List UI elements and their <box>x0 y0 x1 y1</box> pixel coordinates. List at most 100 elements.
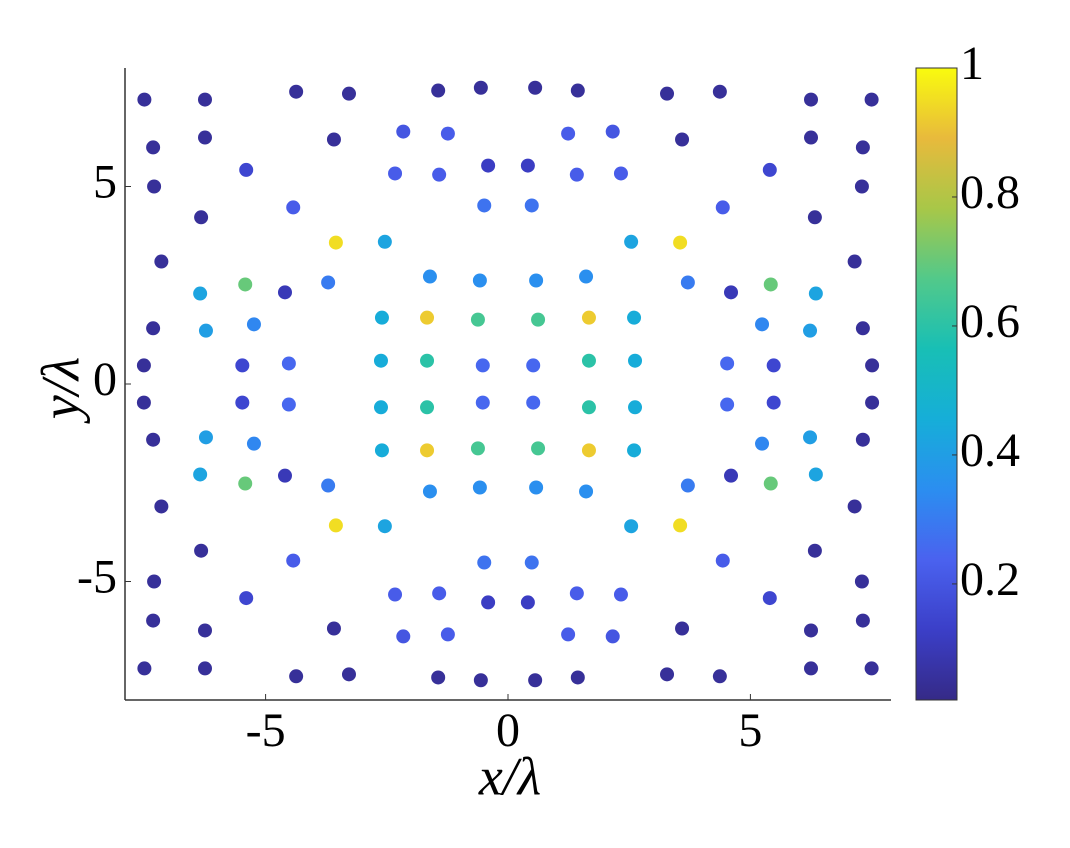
y-tick-label: -5 <box>77 551 117 604</box>
point <box>624 519 639 534</box>
point <box>855 613 870 628</box>
point <box>766 395 781 410</box>
point <box>477 555 492 570</box>
point <box>675 132 690 147</box>
point <box>803 430 818 445</box>
point <box>147 574 162 589</box>
point <box>855 432 870 447</box>
point <box>624 234 639 249</box>
y-axis-label: y/λ <box>30 357 90 424</box>
point <box>246 317 261 332</box>
point <box>472 480 487 495</box>
point <box>473 80 488 95</box>
point <box>477 198 492 213</box>
colorbar <box>915 67 958 701</box>
point <box>475 395 490 410</box>
point <box>561 627 576 642</box>
point <box>239 591 254 606</box>
point <box>570 670 585 685</box>
point <box>673 235 688 250</box>
y-tick-label: 5 <box>93 156 117 209</box>
point <box>321 478 336 493</box>
point <box>579 484 594 499</box>
point <box>193 286 208 301</box>
point <box>470 312 485 327</box>
point <box>197 130 212 145</box>
point <box>605 629 620 644</box>
point <box>146 613 161 628</box>
point <box>762 162 777 177</box>
point <box>804 623 819 638</box>
point <box>526 358 541 373</box>
point <box>472 273 487 288</box>
x-tick-label: 0 <box>496 704 520 757</box>
point <box>377 234 392 249</box>
point <box>864 661 879 676</box>
point <box>847 254 862 269</box>
point <box>864 92 879 107</box>
point <box>720 397 735 412</box>
point <box>763 476 778 491</box>
point <box>432 586 447 601</box>
point <box>388 166 403 181</box>
point <box>755 317 770 332</box>
point <box>440 627 455 642</box>
colorbar-tick-label: 0.8 <box>960 166 1020 219</box>
point <box>422 484 437 499</box>
point <box>146 432 161 447</box>
point <box>136 358 151 373</box>
point <box>807 543 822 558</box>
colorbar-tick-label: 0.6 <box>960 295 1020 348</box>
point <box>328 235 343 250</box>
point <box>531 441 546 456</box>
point <box>529 273 544 288</box>
point <box>627 443 642 458</box>
point <box>766 358 781 373</box>
point <box>581 353 596 368</box>
point <box>286 553 301 568</box>
x-axis-label: x/λ <box>478 746 541 806</box>
point <box>420 353 435 368</box>
point <box>520 595 535 610</box>
point <box>628 353 643 368</box>
point <box>804 130 819 145</box>
point <box>808 286 823 301</box>
point <box>246 436 261 451</box>
point <box>289 84 304 99</box>
point <box>286 200 301 215</box>
point <box>235 358 250 373</box>
point <box>847 499 862 514</box>
point <box>289 669 304 684</box>
point <box>720 356 735 371</box>
point <box>724 468 739 483</box>
y-tick-label: 0 <box>93 353 117 406</box>
point <box>804 92 819 107</box>
point <box>281 397 296 412</box>
point <box>326 132 341 147</box>
point <box>808 467 823 482</box>
point <box>561 126 576 141</box>
point <box>239 162 254 177</box>
point <box>193 467 208 482</box>
colorbar-tick-label: 0.2 <box>960 553 1020 606</box>
point <box>712 669 727 684</box>
point <box>238 476 253 491</box>
point <box>581 310 596 325</box>
point <box>481 158 496 173</box>
point <box>277 468 292 483</box>
point <box>807 210 822 225</box>
point <box>277 285 292 300</box>
point <box>715 200 730 215</box>
point <box>328 518 343 533</box>
point <box>281 356 296 371</box>
point <box>854 179 869 194</box>
point <box>803 323 818 338</box>
point <box>865 395 880 410</box>
point <box>855 321 870 336</box>
point <box>528 80 543 95</box>
point <box>396 629 411 644</box>
point <box>605 124 620 139</box>
point <box>524 198 539 213</box>
